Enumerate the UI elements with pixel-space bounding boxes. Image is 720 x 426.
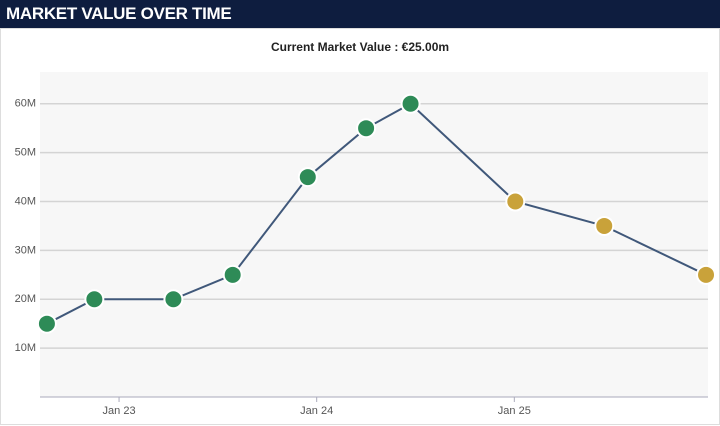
y-tick-label: 30M xyxy=(15,244,36,256)
club-marker xyxy=(222,264,243,285)
x-tick-label: Jan 24 xyxy=(300,405,333,417)
y-tick-label: 60M xyxy=(15,98,36,110)
y-tick-label: 10M xyxy=(15,342,36,354)
club-marker xyxy=(400,93,421,114)
club-marker xyxy=(356,118,377,139)
value-line xyxy=(46,102,707,325)
club-marker xyxy=(505,191,526,212)
x-tick-label: Jan 23 xyxy=(103,405,136,417)
y-tick-label: 20M xyxy=(15,293,36,305)
subtitle: Current Market Value : €25.00m xyxy=(271,40,449,54)
header-title: MARKET VALUE OVER TIME xyxy=(0,0,720,28)
club-marker xyxy=(163,289,184,310)
y-tick-label: 50M xyxy=(15,147,36,159)
club-marker xyxy=(594,215,615,236)
club-marker xyxy=(696,264,717,285)
x-tick-label: Jan 25 xyxy=(498,405,531,417)
club-marker xyxy=(297,167,318,188)
club-marker xyxy=(36,313,57,334)
club-marker xyxy=(84,289,105,310)
y-tick-label: 40M xyxy=(15,195,36,207)
